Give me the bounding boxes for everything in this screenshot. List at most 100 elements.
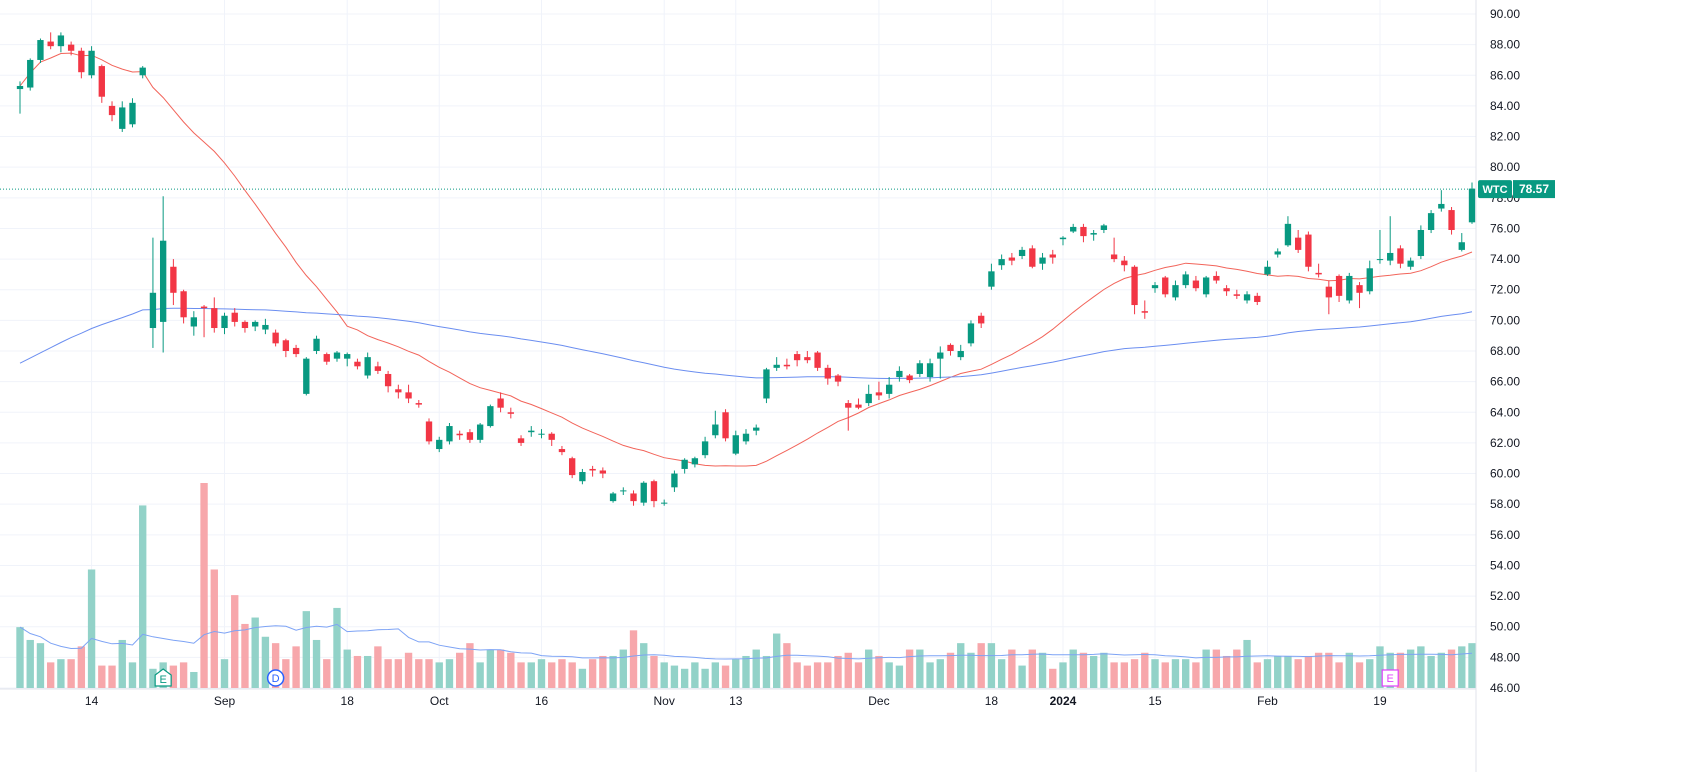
- candle: [487, 404, 494, 428]
- candle: [742, 429, 750, 445]
- volume-bar: [660, 662, 668, 688]
- candle-body: [149, 292, 157, 329]
- price-tick-label: 72.00: [1490, 283, 1520, 297]
- volume-bar: [1366, 659, 1374, 688]
- candle: [681, 458, 688, 474]
- candle: [16, 81, 24, 114]
- candle: [589, 465, 596, 477]
- candle: [446, 422, 453, 445]
- candle-body: [568, 458, 576, 476]
- candle: [1315, 263, 1322, 278]
- volume-bar: [374, 646, 382, 688]
- candle: [139, 66, 146, 79]
- candle-body: [1387, 252, 1394, 261]
- earnings-marker-shape: [154, 668, 172, 687]
- volume-bar: [813, 662, 822, 688]
- volume-bar: [1069, 649, 1077, 688]
- candle: [916, 360, 924, 378]
- candle: [620, 487, 627, 495]
- candle: [1387, 216, 1394, 266]
- candle: [344, 352, 351, 367]
- candle: [538, 429, 545, 439]
- candle-body: [1192, 280, 1200, 289]
- volume-bar: [476, 662, 484, 688]
- candle-body: [1407, 260, 1414, 267]
- candle-body: [1080, 226, 1087, 237]
- volume-bar: [200, 483, 208, 688]
- candle-body: [712, 424, 719, 436]
- volume-bar: [926, 662, 934, 688]
- volume-bar: [271, 643, 280, 688]
- time-tick-label: Oct: [430, 694, 449, 708]
- volume-bar: [1130, 659, 1139, 688]
- candle: [1172, 280, 1179, 301]
- price-tick-label: 80.00: [1490, 160, 1520, 174]
- price-axis[interactable]: 90.0088.0086.0084.0082.0080.0078.0076.00…: [1475, 0, 1520, 772]
- candle: [395, 384, 402, 399]
- candle-body: [292, 347, 300, 355]
- volume-bar: [77, 646, 86, 688]
- candle: [691, 456, 699, 468]
- volume-bar: [1038, 652, 1047, 688]
- volume-bar: [1079, 652, 1088, 688]
- volume-bar: [415, 659, 423, 688]
- volume-bar: [128, 662, 137, 688]
- price-tick-label: 74.00: [1490, 252, 1520, 266]
- candle-body: [1243, 294, 1251, 301]
- volume-bar: [701, 668, 709, 688]
- last-price-tag: WTC 78.57: [1478, 180, 1555, 199]
- volume-bar: [1325, 652, 1333, 688]
- candle: [753, 424, 760, 436]
- candle-body: [436, 439, 443, 450]
- volume-bar: [650, 655, 658, 688]
- candle-body: [27, 59, 34, 88]
- time-axis[interactable]: 14 Sep 18 Oct 16 Nov 13 Dec 18 2024 15 Feb 19: [0, 688, 1476, 708]
- volume-bar: [629, 630, 638, 688]
- volume-bar: [1304, 655, 1313, 688]
- candle-body: [845, 403, 852, 408]
- candle: [78, 47, 85, 79]
- candle-body: [538, 433, 545, 435]
- candle: [333, 351, 341, 362]
- candle-body: [1090, 233, 1097, 235]
- candle-body: [354, 361, 361, 367]
- event-marker-earnings-upcoming: E: [1381, 669, 1399, 687]
- candle: [579, 468, 586, 485]
- candle-body: [415, 403, 422, 405]
- candle-body: [1346, 275, 1353, 301]
- candle: [517, 435, 525, 446]
- candle-body: [497, 398, 504, 408]
- candle-body: [701, 441, 709, 456]
- candle: [885, 377, 893, 399]
- candle: [211, 297, 218, 333]
- candle-body: [1427, 213, 1435, 230]
- candle: [1264, 260, 1271, 276]
- volume-bar: [936, 659, 944, 688]
- price-tick-label: 84.00: [1490, 99, 1520, 113]
- volume-bar: [588, 659, 597, 688]
- candle: [221, 312, 228, 335]
- time-tick-label: Dec: [868, 694, 889, 708]
- candle-body: [1468, 188, 1476, 223]
- candle-body: [906, 375, 913, 381]
- candle: [1059, 236, 1067, 246]
- candle: [180, 289, 187, 324]
- volume-bar: [1028, 649, 1036, 688]
- candle-body: [824, 367, 831, 379]
- candle: [108, 101, 116, 122]
- candle-body: [190, 317, 198, 327]
- candle-body: [599, 470, 607, 474]
- candle-body: [722, 412, 729, 439]
- volume-bar: [190, 671, 198, 688]
- volume-bar: [435, 662, 443, 688]
- volume-bar: [333, 607, 341, 688]
- candle-body: [47, 41, 54, 47]
- candle-body: [988, 271, 995, 287]
- volume-bar: [1427, 655, 1435, 688]
- time-tick-label: 2024: [1050, 694, 1077, 708]
- volume-bar: [1263, 659, 1272, 688]
- candle: [1223, 285, 1230, 296]
